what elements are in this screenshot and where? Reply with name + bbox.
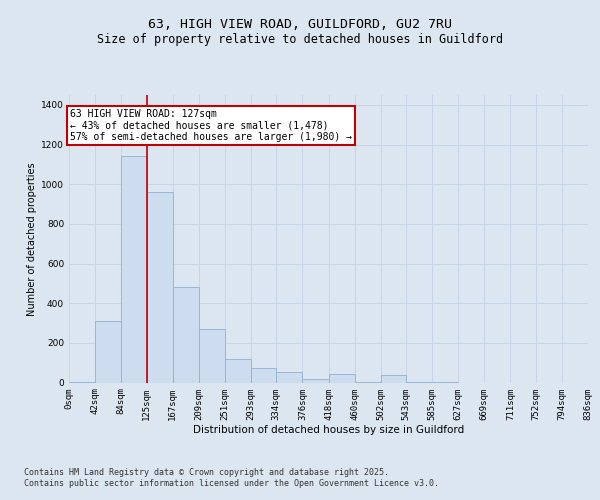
Bar	[380, 374, 406, 382]
Bar	[329, 374, 355, 382]
Bar	[225, 358, 251, 382]
Y-axis label: Number of detached properties: Number of detached properties	[27, 162, 37, 316]
Bar	[277, 372, 302, 382]
Text: Size of property relative to detached houses in Guildford: Size of property relative to detached ho…	[97, 32, 503, 46]
Bar	[199, 329, 225, 382]
Bar	[121, 156, 146, 382]
Bar	[146, 192, 173, 382]
X-axis label: Distribution of detached houses by size in Guildford: Distribution of detached houses by size …	[193, 425, 464, 435]
Text: Contains HM Land Registry data © Crown copyright and database right 2025.
Contai: Contains HM Land Registry data © Crown c…	[24, 468, 439, 487]
Text: 63, HIGH VIEW ROAD, GUILDFORD, GU2 7RU: 63, HIGH VIEW ROAD, GUILDFORD, GU2 7RU	[148, 18, 452, 30]
Bar	[302, 378, 329, 382]
Text: 63 HIGH VIEW ROAD: 127sqm
← 43% of detached houses are smaller (1,478)
57% of se: 63 HIGH VIEW ROAD: 127sqm ← 43% of detac…	[70, 109, 352, 142]
Bar	[95, 321, 121, 382]
Bar	[173, 288, 199, 382]
Bar	[251, 368, 277, 382]
